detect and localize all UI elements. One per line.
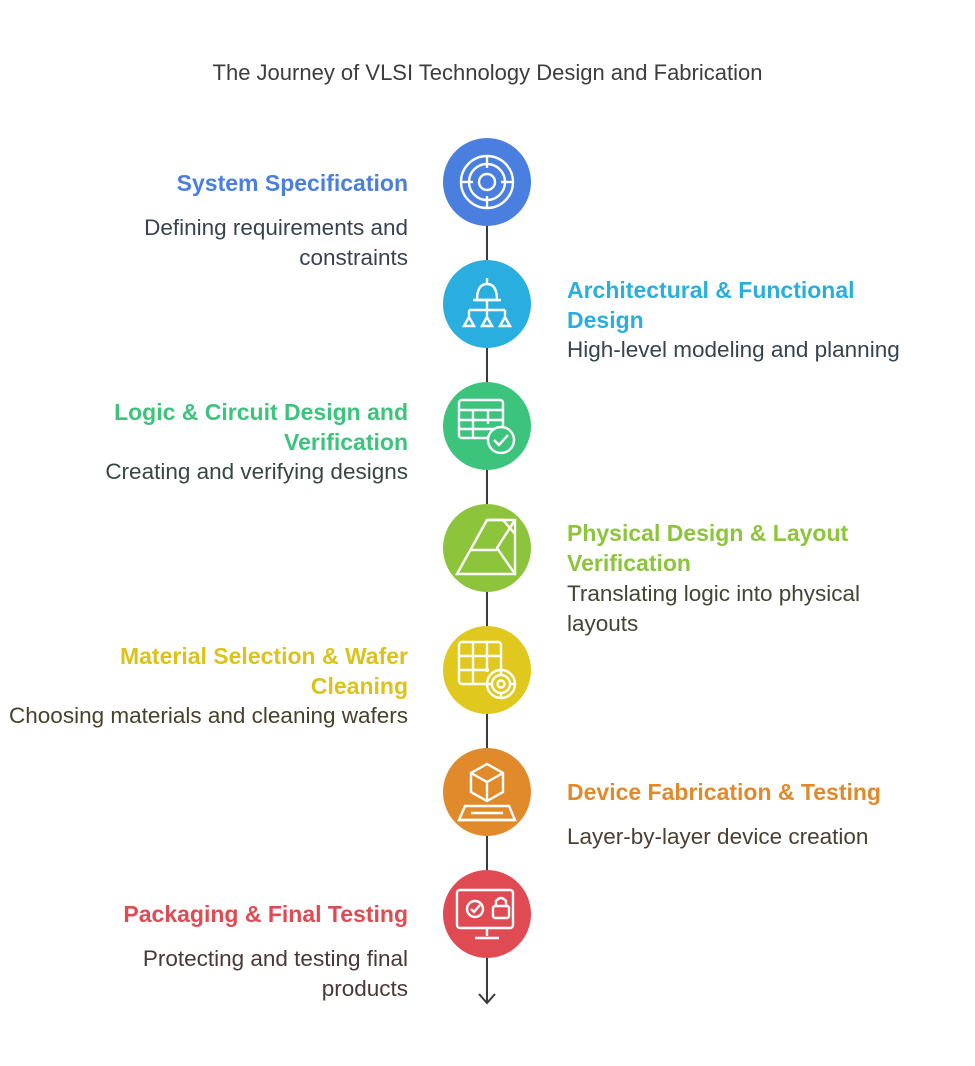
step-1-heading: System Specification xyxy=(176,170,408,196)
connector-line xyxy=(486,470,488,504)
grid-gear-icon xyxy=(457,640,517,700)
step-6-description: Layer-by-layer device creation xyxy=(567,824,869,849)
cube-platform-icon xyxy=(457,762,517,822)
table-check-icon xyxy=(457,398,516,455)
step-3-description: Creating and verifying designs xyxy=(105,459,408,484)
connector-line xyxy=(486,958,488,1002)
step-5-heading: Material Selection & Wafer Cleaning xyxy=(119,643,408,699)
connector-line xyxy=(486,348,488,382)
arrow-down-icon xyxy=(478,993,496,1005)
hierarchy-icon xyxy=(461,278,513,328)
connector-line xyxy=(486,836,488,870)
step-1-node xyxy=(443,138,531,226)
step-6-heading: Device Fabrication & Testing xyxy=(567,779,881,805)
step-1-description: Defining requirements and constraints xyxy=(144,215,408,270)
step-2-heading: Architectural & Functional Design xyxy=(567,277,855,333)
step-4-heading: Physical Design & Layout Verification xyxy=(567,520,849,576)
step-7-description: Protecting and testing final products xyxy=(142,946,408,1001)
connector-line xyxy=(486,592,488,626)
target-icon xyxy=(459,154,515,210)
connector-line xyxy=(486,714,488,748)
step-7-heading: Packaging & Final Testing xyxy=(123,901,408,927)
page-title: The Journey of VLSI Technology Design an… xyxy=(212,60,763,85)
step-4-node xyxy=(443,504,531,592)
layout-icon xyxy=(454,518,517,576)
step-2-node xyxy=(443,260,531,348)
step-3-heading: Logic & Circuit Design and Verification xyxy=(114,399,408,455)
step-6-node xyxy=(443,748,531,836)
step-4-description: Translating logic into physical layouts xyxy=(567,581,861,636)
step-2-description: High-level modeling and planning xyxy=(567,337,900,362)
step-5-description: Choosing materials and cleaning wafers xyxy=(9,703,408,728)
monitor-lock-icon xyxy=(455,888,515,940)
step-7-node xyxy=(443,870,531,958)
step-3-node xyxy=(443,382,531,470)
step-5-node xyxy=(443,626,531,714)
connector-line xyxy=(486,226,488,260)
